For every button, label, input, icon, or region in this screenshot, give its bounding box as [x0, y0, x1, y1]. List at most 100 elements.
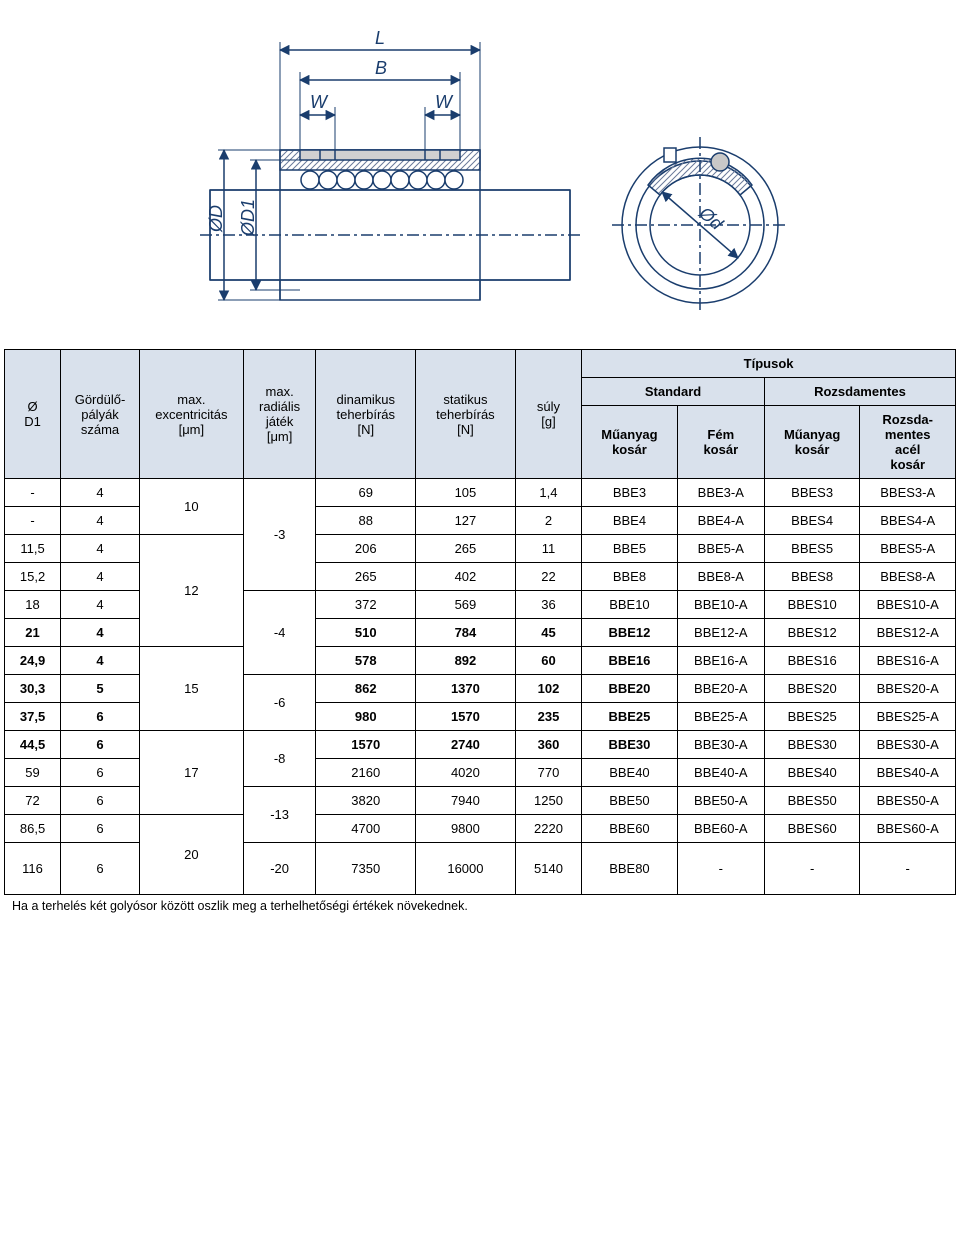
cell: 402 — [416, 563, 516, 591]
cell: -20 — [243, 843, 316, 895]
cell: 265 — [416, 535, 516, 563]
cell: 12 — [139, 535, 243, 647]
cell: BBES8 — [764, 563, 860, 591]
cell: 4 — [61, 647, 140, 675]
cell: 2220 — [515, 815, 581, 843]
cell: 1,4 — [515, 479, 581, 507]
cell: 127 — [416, 507, 516, 535]
cell: 2740 — [416, 731, 516, 759]
cell: BBES40-A — [860, 759, 956, 787]
hdr-ss-cage: Rozsda- mentes acél kosár — [860, 406, 956, 479]
cell: 372 — [316, 591, 416, 619]
cell: 4 — [61, 563, 140, 591]
hdr-weight: súly [g] — [515, 350, 581, 479]
cell: BBE20-A — [677, 675, 764, 703]
cell: BBES3-A — [860, 479, 956, 507]
cell: 510 — [316, 619, 416, 647]
hdr-rad: max. radiális játék [μm] — [243, 350, 316, 479]
bearing-spec-table: Ø D1 Gördülő- pályák száma max. excentri… — [4, 349, 956, 895]
cell: 11 — [515, 535, 581, 563]
cell: BBES25 — [764, 703, 860, 731]
cell: 862 — [316, 675, 416, 703]
table-row: 11,5 4 12 206 265 11 BBE5 BBE5-A BBES5 B… — [5, 535, 956, 563]
cell: BBE25 — [582, 703, 678, 731]
cell: 15,2 — [5, 563, 61, 591]
cell: 4 — [61, 507, 140, 535]
cell: BBE5-A — [677, 535, 764, 563]
cell: 15 — [139, 647, 243, 731]
cell: 360 — [515, 731, 581, 759]
cell: 7350 — [316, 843, 416, 895]
cell: 2160 — [316, 759, 416, 787]
dim-B: B — [375, 58, 387, 78]
hdr-stat: statikus teherbírás [N] — [416, 350, 516, 479]
cell: BBE40 — [582, 759, 678, 787]
table-row: 24,9 4 15 578 892 60 BBE16 BBE16-A BBES1… — [5, 647, 956, 675]
cell: 102 — [515, 675, 581, 703]
cell: -4 — [243, 591, 316, 675]
cell: BBES50-A — [860, 787, 956, 815]
cell: 7940 — [416, 787, 516, 815]
cell: 6 — [61, 759, 140, 787]
cell: 5 — [61, 675, 140, 703]
cell: BBE50 — [582, 787, 678, 815]
cell: BBE20 — [582, 675, 678, 703]
cell: 6 — [61, 843, 140, 895]
cell: 1370 — [416, 675, 516, 703]
cell: BBES4 — [764, 507, 860, 535]
cell: 4 — [61, 479, 140, 507]
cell: 235 — [515, 703, 581, 731]
table-row: 86,5 6 20 4700 9800 2220 BBE60 BBE60-A B… — [5, 815, 956, 843]
cell: BBES12 — [764, 619, 860, 647]
cell: BBES30 — [764, 731, 860, 759]
cell: 105 — [416, 479, 516, 507]
cell: 60 — [515, 647, 581, 675]
cell: - — [764, 843, 860, 895]
cell: BBE12 — [582, 619, 678, 647]
cell: 72 — [5, 787, 61, 815]
cell: BBE30 — [582, 731, 678, 759]
cell: 16000 — [416, 843, 516, 895]
cell: 88 — [316, 507, 416, 535]
cell: 4700 — [316, 815, 416, 843]
cell: BBE30-A — [677, 731, 764, 759]
hdr-metal-cage: Fém kosár — [677, 406, 764, 479]
cell: 18 — [5, 591, 61, 619]
cell: 36 — [515, 591, 581, 619]
cell: BBES50 — [764, 787, 860, 815]
hdr-plastic-cage-1: Műanyag kosár — [582, 406, 678, 479]
cell: 4 — [61, 535, 140, 563]
cell: BBE16 — [582, 647, 678, 675]
cell: BBE50-A — [677, 787, 764, 815]
hdr-plastic-cage-2: Műanyag kosár — [764, 406, 860, 479]
cell: 6 — [61, 731, 140, 759]
cell: 5140 — [515, 843, 581, 895]
cell: 1570 — [416, 703, 516, 731]
dim-L: L — [375, 28, 385, 48]
hdr-standard: Standard — [582, 378, 765, 406]
cell: - — [5, 479, 61, 507]
cell: BBE60 — [582, 815, 678, 843]
cell: BBES30-A — [860, 731, 956, 759]
cell: 9800 — [416, 815, 516, 843]
cell: BBE3-A — [677, 479, 764, 507]
dim-W2: W — [435, 92, 454, 112]
cell: BBES16-A — [860, 647, 956, 675]
hdr-stainless: Rozsdamentes — [764, 378, 955, 406]
cell: BBES20-A — [860, 675, 956, 703]
cell: 980 — [316, 703, 416, 731]
cell: BBE40-A — [677, 759, 764, 787]
cell: 3820 — [316, 787, 416, 815]
cell: 1570 — [316, 731, 416, 759]
cell: -6 — [243, 675, 316, 731]
cell: 11,5 — [5, 535, 61, 563]
cell: BBES12-A — [860, 619, 956, 647]
cell: BBE12-A — [677, 619, 764, 647]
cell: BBES16 — [764, 647, 860, 675]
cell: 21 — [5, 619, 61, 647]
table-row: - 4 10 -3 69 105 1,4 BBE3 BBE3-A BBES3 B… — [5, 479, 956, 507]
cell: 6 — [61, 703, 140, 731]
cell: 45 — [515, 619, 581, 647]
dim-D1: ØD1 — [238, 199, 258, 237]
hdr-types: Típusok — [582, 350, 956, 378]
